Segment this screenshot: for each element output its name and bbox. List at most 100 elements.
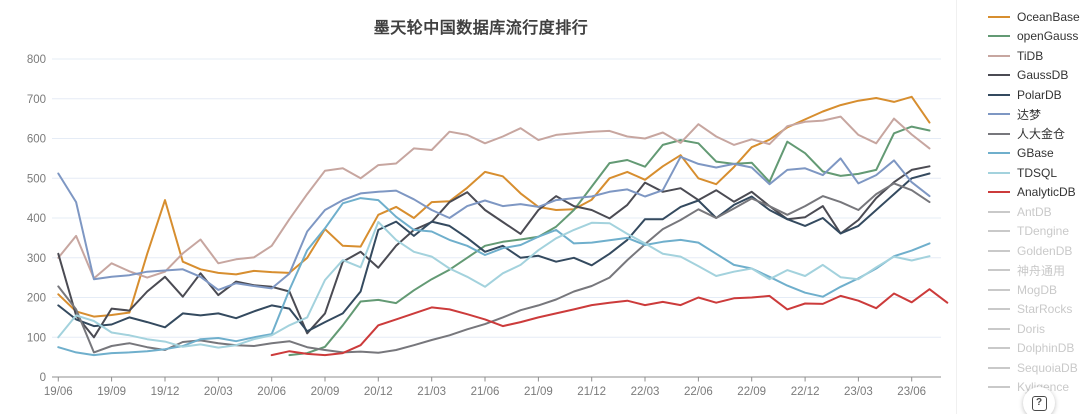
- x-axis-label-22/12: 22/12: [791, 386, 820, 398]
- legend-line-swatch: [988, 74, 1010, 77]
- x-axis-label-23/03: 23/03: [844, 386, 873, 398]
- legend-line-swatch: [988, 308, 1010, 311]
- legend-label: StarRocks: [1017, 302, 1073, 317]
- x-axis-label-19/12: 19/12: [151, 386, 180, 398]
- legend-label: AntDB: [1017, 204, 1052, 219]
- question-mark-icon: ?: [1031, 395, 1047, 411]
- series-line-TiDB: [57, 115, 931, 280]
- legend-label: 达梦: [1017, 107, 1042, 122]
- legend-label: GaussDB: [1017, 68, 1069, 83]
- x-axis-label-21/12: 21/12: [577, 386, 606, 398]
- legend-line-swatch: [988, 191, 1010, 194]
- legend-line-swatch: [988, 288, 1010, 291]
- legend-item-Doris[interactable]: Doris: [988, 319, 1080, 339]
- legend-line-swatch: [988, 230, 1010, 233]
- legend-line-swatch: [988, 171, 1010, 174]
- legend-item-SequoiaDB[interactable]: SequoiaDB: [988, 358, 1080, 378]
- legend-label: OceanBase: [1017, 9, 1080, 24]
- x-axis-label-22/06: 22/06: [684, 386, 713, 398]
- x-axis-label-19/09: 19/09: [97, 386, 126, 398]
- x-axis-label-20/09: 20/09: [311, 386, 340, 398]
- series-line-GBase: [57, 197, 931, 357]
- series-line-TDSQL: [57, 221, 931, 349]
- legend-line-swatch: [988, 15, 1010, 18]
- legend-item-人大金仓[interactable]: 人大金仓: [988, 124, 1080, 144]
- legend-label: DolphinDB: [1017, 341, 1075, 356]
- legend-separator: [956, 0, 957, 414]
- y-axis-label-700: 700: [27, 94, 46, 106]
- series-line-openGauss: [288, 125, 931, 357]
- legend-label: AnalyticDB: [1017, 185, 1076, 200]
- series-line-达梦: [57, 155, 931, 291]
- legend-item-达梦[interactable]: 达梦: [988, 105, 1080, 125]
- x-axis-label-21/06: 21/06: [471, 386, 500, 398]
- y-axis-label-400: 400: [27, 213, 46, 225]
- y-axis-label-300: 300: [27, 253, 46, 265]
- legend-line-swatch: [988, 366, 1010, 369]
- chart-title: 墨天轮中国数据库流行度排行: [373, 20, 589, 37]
- legend-item-StarRocks[interactable]: StarRocks: [988, 300, 1080, 320]
- legend-item-AnalyticDB[interactable]: AnalyticDB: [988, 183, 1080, 203]
- legend-label: GBase: [1017, 146, 1054, 161]
- legend-item-AntDB[interactable]: AntDB: [988, 202, 1080, 222]
- legend-label: TDengine: [1017, 224, 1070, 239]
- legend-line-swatch: [988, 54, 1010, 57]
- y-axis-label-100: 100: [27, 332, 46, 344]
- legend-label: SequoiaDB: [1017, 360, 1078, 375]
- help-button[interactable]: ?: [1023, 387, 1055, 414]
- legend-line-swatch: [988, 152, 1010, 155]
- x-axis-label-21/03: 21/03: [417, 386, 446, 398]
- legend-line-swatch: [988, 269, 1010, 272]
- legend-label: PolarDB: [1017, 87, 1062, 102]
- legend-line-swatch: [988, 35, 1010, 38]
- legend-label: 人大金仓: [1017, 127, 1066, 142]
- legend-line-swatch: [988, 347, 1010, 350]
- legend-label: TDSQL: [1017, 165, 1058, 180]
- series-line-OceanBase: [57, 95, 931, 318]
- legend-line-swatch: [988, 210, 1010, 213]
- x-axis-label-19/06: 19/06: [44, 386, 73, 398]
- legend-line-swatch: [988, 249, 1010, 252]
- legend-label: 神舟通用: [1017, 263, 1066, 278]
- legend-item-TDengine[interactable]: TDengine: [988, 222, 1080, 242]
- line-chart-canvas: 0 100 200 300 400 500 600 700 800 19/06 19/09 19/12…: [27, 54, 949, 398]
- legend-line-swatch: [988, 132, 1010, 135]
- y-axis-label-200: 200: [27, 293, 46, 305]
- x-axis-label-20/12: 20/12: [364, 386, 393, 398]
- legend-item-GoldenDB[interactable]: GoldenDB: [988, 241, 1080, 261]
- legend-label: TiDB: [1017, 48, 1044, 63]
- y-axis-label-600: 600: [27, 134, 46, 146]
- legend-label: Doris: [1017, 321, 1046, 336]
- legend-item-OceanBase[interactable]: OceanBase: [988, 7, 1080, 27]
- x-axis-label-20/03: 20/03: [204, 386, 233, 398]
- y-axis-label-0: 0: [40, 372, 46, 384]
- legend-line-swatch: [988, 93, 1010, 96]
- legend-item-TiDB[interactable]: TiDB: [988, 46, 1080, 66]
- legend-item-GaussDB[interactable]: GaussDB: [988, 66, 1080, 86]
- legend-label: MogDB: [1017, 282, 1058, 297]
- legend-item-TDSQL[interactable]: TDSQL: [988, 163, 1080, 183]
- series-line-AnalyticDB: [270, 288, 949, 357]
- y-axis-label-500: 500: [27, 173, 46, 185]
- legend-label: GoldenDB: [1017, 243, 1073, 258]
- x-axis-label-21/09: 21/09: [524, 386, 553, 398]
- series-line-PolarDB: [57, 172, 931, 333]
- legend-item-GBase[interactable]: GBase: [988, 144, 1080, 164]
- x-axis-label-23/06: 23/06: [897, 386, 926, 398]
- legend-label: openGauss: [1017, 29, 1079, 44]
- x-axis-label-20/06: 20/06: [257, 386, 286, 398]
- legend-item-DolphinDB[interactable]: DolphinDB: [988, 339, 1080, 359]
- legend-item-PolarDB[interactable]: PolarDB: [988, 85, 1080, 105]
- series-line-人大金仓: [57, 182, 931, 354]
- chart-legend: OceanBase openGauss TiDB GaussDB PolarDB 达梦人大…: [988, 7, 1080, 397]
- legend-line-swatch: [988, 327, 1010, 330]
- legend-item-MogDB[interactable]: MogDB: [988, 280, 1080, 300]
- x-axis-label-22/03: 22/03: [631, 386, 660, 398]
- legend-line-swatch: [988, 113, 1010, 116]
- legend-item-神舟通用[interactable]: 神舟通用: [988, 261, 1080, 281]
- legend-line-swatch: [988, 386, 1010, 389]
- legend-item-openGauss[interactable]: openGauss: [988, 27, 1080, 47]
- x-axis-label-22/09: 22/09: [737, 386, 766, 398]
- y-axis-label-800: 800: [27, 54, 46, 66]
